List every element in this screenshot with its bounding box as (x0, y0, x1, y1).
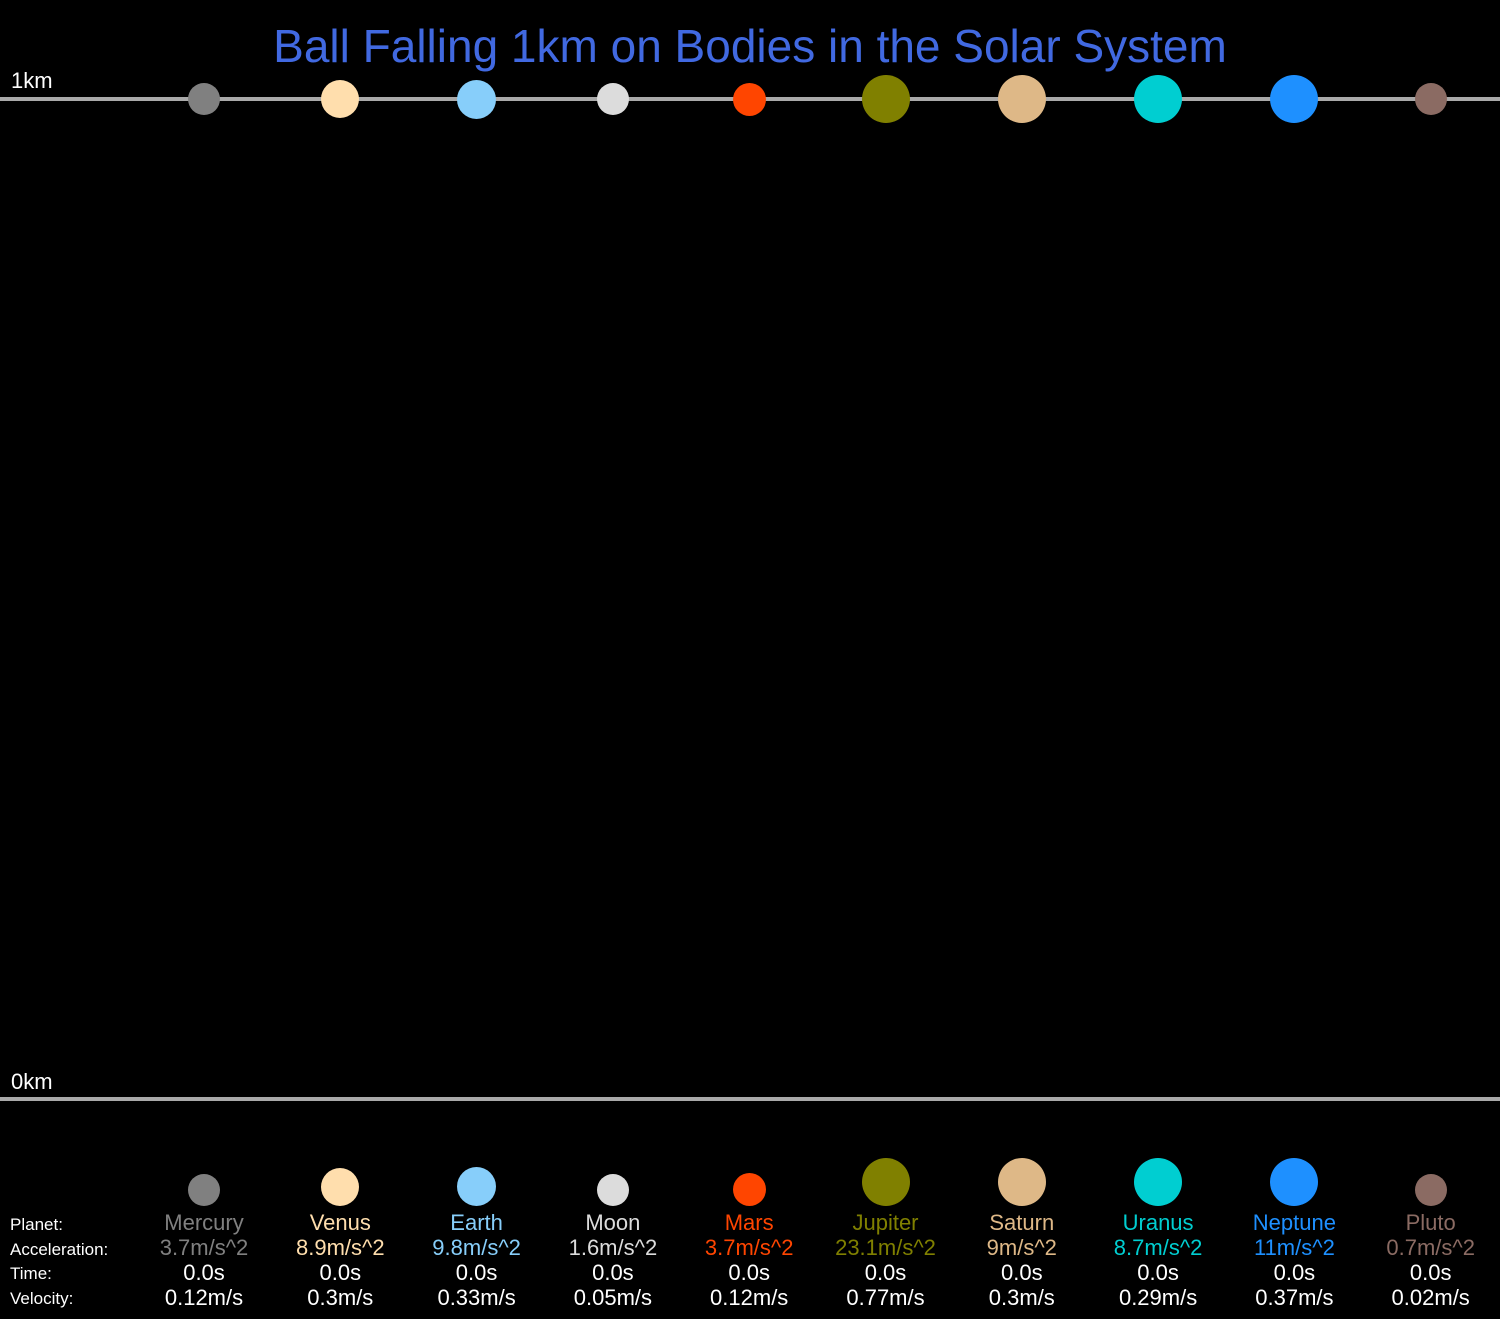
time-row-label: Time: (10, 1264, 52, 1283)
falling-ball-earth (457, 79, 497, 119)
earth-velocity-cell: 0.33m/s (437, 1285, 516, 1310)
venus-name-cell: Venus (309, 1210, 371, 1235)
page-title: Ball Falling 1km on Bodies in the Solar … (273, 20, 1227, 72)
velocity-row-label: Velocity: (10, 1289, 74, 1308)
falling-ball-neptune (1270, 75, 1319, 123)
falling-ball-mars (732, 82, 766, 116)
saturn-time-cell: 0.0s (1001, 1260, 1043, 1285)
legend-ball-earth (457, 1167, 497, 1206)
venus-time-cell: 0.0s (319, 1260, 362, 1285)
planet-row-label: Planet: (10, 1215, 63, 1234)
saturn-name-cell: Saturn (989, 1210, 1055, 1235)
legend-ball-moon (596, 1174, 629, 1206)
legend-ball-pluto (1414, 1174, 1447, 1206)
venus-acceleration-cell: 8.9m/s^2 (296, 1235, 385, 1260)
top-level-label: 1km (11, 68, 53, 93)
neptune-time-cell: 0.0s (1273, 1260, 1316, 1285)
falling-ball-saturn (997, 75, 1046, 123)
jupiter-velocity-cell: 0.77m/s (846, 1285, 925, 1310)
earth-time-cell: 0.0s (455, 1260, 498, 1285)
pluto-acceleration-cell: 0.7m/s^2 (1386, 1235, 1475, 1260)
moon-time-cell: 0.0s (592, 1260, 634, 1285)
moon-name-cell: Moon (585, 1210, 641, 1235)
earth-acceleration-cell: 9.8m/s^2 (432, 1235, 521, 1260)
uranus-acceleration-cell: 8.7m/s^2 (1113, 1235, 1203, 1260)
uranus-velocity-cell: 0.29m/s (1118, 1285, 1198, 1310)
ground-level-label: 0km (11, 1069, 53, 1094)
mercury-name-cell: Mercury (164, 1210, 244, 1235)
legend-ball-uranus (1134, 1158, 1183, 1206)
legend-ball-saturn (997, 1158, 1046, 1206)
falling-ball-uranus (1134, 75, 1183, 123)
neptune-velocity-cell: 0.37m/s (1255, 1285, 1334, 1310)
jupiter-time-cell: 0.0s (864, 1260, 907, 1285)
uranus-time-cell: 0.0s (1137, 1260, 1179, 1285)
legend-ball-mars (732, 1173, 766, 1206)
legend-ball-jupiter (861, 1158, 910, 1206)
acceleration-row-label: Acceleration: (10, 1240, 109, 1259)
jupiter-name-cell: Jupiter (852, 1210, 919, 1235)
mercury-time-cell: 0.0s (183, 1260, 225, 1285)
moon-velocity-cell: 0.05m/s (573, 1285, 653, 1310)
mars-velocity-cell: 0.12m/s (710, 1285, 789, 1310)
legend-ball-mercury (188, 1174, 220, 1206)
ground-level-line (0, 1097, 1500, 1101)
venus-velocity-cell: 0.3m/s (307, 1285, 374, 1310)
falling-ball-venus (321, 80, 360, 118)
saturn-acceleration-cell: 9m/s^2 (986, 1235, 1057, 1260)
neptune-name-cell: Neptune (1252, 1210, 1336, 1235)
pluto-velocity-cell: 0.02m/s (1391, 1285, 1470, 1310)
moon-acceleration-cell: 1.6m/s^2 (568, 1235, 658, 1260)
jupiter-acceleration-cell: 23.1m/s^2 (835, 1235, 936, 1260)
mars-name-cell: Mars (724, 1210, 774, 1235)
mars-time-cell: 0.0s (728, 1260, 770, 1285)
pluto-time-cell: 0.0s (1409, 1260, 1452, 1285)
mercury-acceleration-cell: 3.7m/s^2 (159, 1235, 249, 1260)
neptune-acceleration-cell: 11m/s^2 (1253, 1235, 1335, 1260)
saturn-velocity-cell: 0.3m/s (988, 1285, 1055, 1310)
mercury-velocity-cell: 0.12m/s (164, 1285, 244, 1310)
uranus-name-cell: Uranus (1122, 1210, 1194, 1235)
mars-acceleration-cell: 3.7m/s^2 (704, 1235, 794, 1260)
falling-ball-pluto (1414, 83, 1447, 115)
earth-name-cell: Earth (450, 1210, 503, 1235)
pluto-name-cell: Pluto (1405, 1210, 1456, 1235)
falling-ball-jupiter (861, 75, 910, 123)
legend-ball-venus (321, 1168, 360, 1206)
legend-ball-neptune (1270, 1158, 1319, 1206)
falling-ball-moon (596, 83, 629, 115)
falling-ball-mercury (188, 83, 220, 115)
